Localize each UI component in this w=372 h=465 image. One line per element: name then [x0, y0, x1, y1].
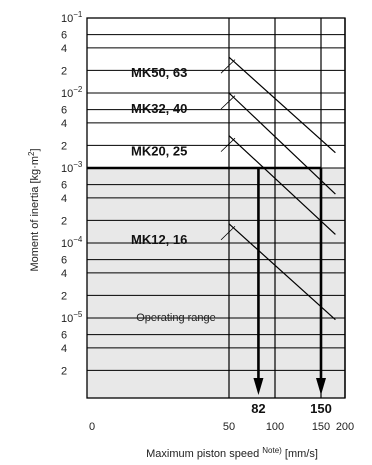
y-tick-label: 4 [61, 268, 67, 280]
series-label: MK50, 63 [131, 65, 187, 80]
y-tick-label: 10−4 [61, 235, 83, 250]
operating-range-layer [87, 168, 345, 398]
series-layer [228, 56, 336, 321]
x-tick-label: 150 [312, 421, 330, 433]
series-line [228, 56, 336, 154]
y-tick-label: 10−3 [61, 160, 83, 175]
operating-range-area [87, 168, 345, 398]
y-tick-label: 6 [61, 330, 67, 342]
x-axis-title-note: Note) [262, 446, 282, 455]
series-label: MK32, 40 [131, 101, 187, 116]
leader-line [220, 95, 236, 110]
y-tick-exponent: −2 [73, 85, 83, 94]
series-line [228, 223, 336, 321]
y-tick-label: 2 [61, 365, 67, 377]
y-tick-exponent: −5 [73, 310, 83, 319]
y-tick-label: 6 [61, 105, 67, 117]
x-axis-title-unit: [mm/s] [282, 448, 318, 460]
plot-frame [86, 17, 346, 399]
label-layer: MK50, 63 MK32, 40 MK20, 25 MK12, 16 82 150 Ope… [27, 59, 332, 460]
y-tick-label: 6 [61, 180, 67, 192]
y-tick-label: 2 [61, 215, 67, 227]
y-tick-label: 4 [61, 193, 67, 205]
leader-line [220, 59, 236, 74]
y-tick-exponent: −3 [73, 160, 83, 169]
example-value-label: 82 [251, 401, 265, 416]
x-tick-label: 0 [89, 421, 95, 433]
x-tick-label: 200 [336, 421, 354, 433]
leader-line [220, 137, 236, 152]
y-tick-label: 4 [61, 343, 67, 355]
operating-range-label: Operating range [136, 312, 216, 324]
y-tick-exponent: −1 [73, 10, 83, 19]
x-axis-title-main: Maximum piston speed [146, 448, 262, 460]
y-axis-title: Moment of inertia [kg·m2] [27, 148, 41, 271]
series-line [228, 135, 336, 235]
y-axis-title-main: Moment of inertia [kg·m [29, 156, 41, 272]
arrow-head [316, 378, 326, 395]
leader-line [220, 225, 236, 241]
series-line [228, 92, 336, 195]
y-tick-label: 2 [61, 290, 67, 302]
x-tick-label: 50 [223, 421, 235, 433]
y-tick-label: 10−2 [61, 85, 83, 100]
y-tick-label: 10−5 [61, 310, 83, 325]
series-label: MK12, 16 [131, 232, 187, 247]
example-layer [87, 166, 326, 395]
y-tick-label: 4 [61, 118, 67, 130]
y-tick-label: 6 [61, 30, 67, 42]
y-tick-label: 2 [61, 140, 67, 152]
arrow-head [253, 378, 264, 395]
series-label: MK20, 25 [131, 144, 187, 159]
y-tick-label: 4 [61, 43, 67, 55]
y-axis-title-end: ] [29, 148, 41, 151]
x-axis-title: Maximum piston speed Note) [mm/s] [146, 446, 318, 460]
y-tick-label: 2 [61, 65, 67, 77]
y-tick-label: 6 [61, 255, 67, 267]
y-tick-exponent: −4 [73, 235, 83, 244]
y-axis-title-sup: 2 [27, 151, 36, 156]
example-value-label: 150 [310, 401, 332, 416]
y-tick-label: 10−1 [61, 10, 83, 25]
x-tick-label: 100 [266, 421, 284, 433]
